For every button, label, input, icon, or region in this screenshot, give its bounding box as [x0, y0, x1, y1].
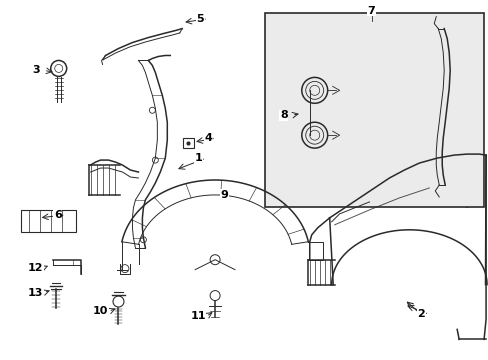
Text: 3: 3	[32, 66, 40, 76]
Text: 4: 4	[204, 133, 212, 143]
Text: 1: 1	[194, 153, 202, 163]
Text: 7: 7	[367, 6, 375, 15]
Text: 10: 10	[93, 306, 108, 316]
Text: 11: 11	[190, 311, 205, 321]
Text: 13: 13	[28, 288, 43, 298]
Bar	[21, 210, 76, 232]
Text: 12: 12	[28, 263, 43, 273]
Bar	[264, 13, 483, 207]
Bar	[183, 138, 194, 148]
Text: 2: 2	[417, 310, 425, 319]
Text: 2: 2	[417, 310, 425, 319]
Text: 6: 6	[54, 210, 61, 220]
Text: 9: 9	[220, 190, 227, 200]
Text: 8: 8	[280, 110, 287, 120]
Text: 5: 5	[196, 14, 203, 24]
